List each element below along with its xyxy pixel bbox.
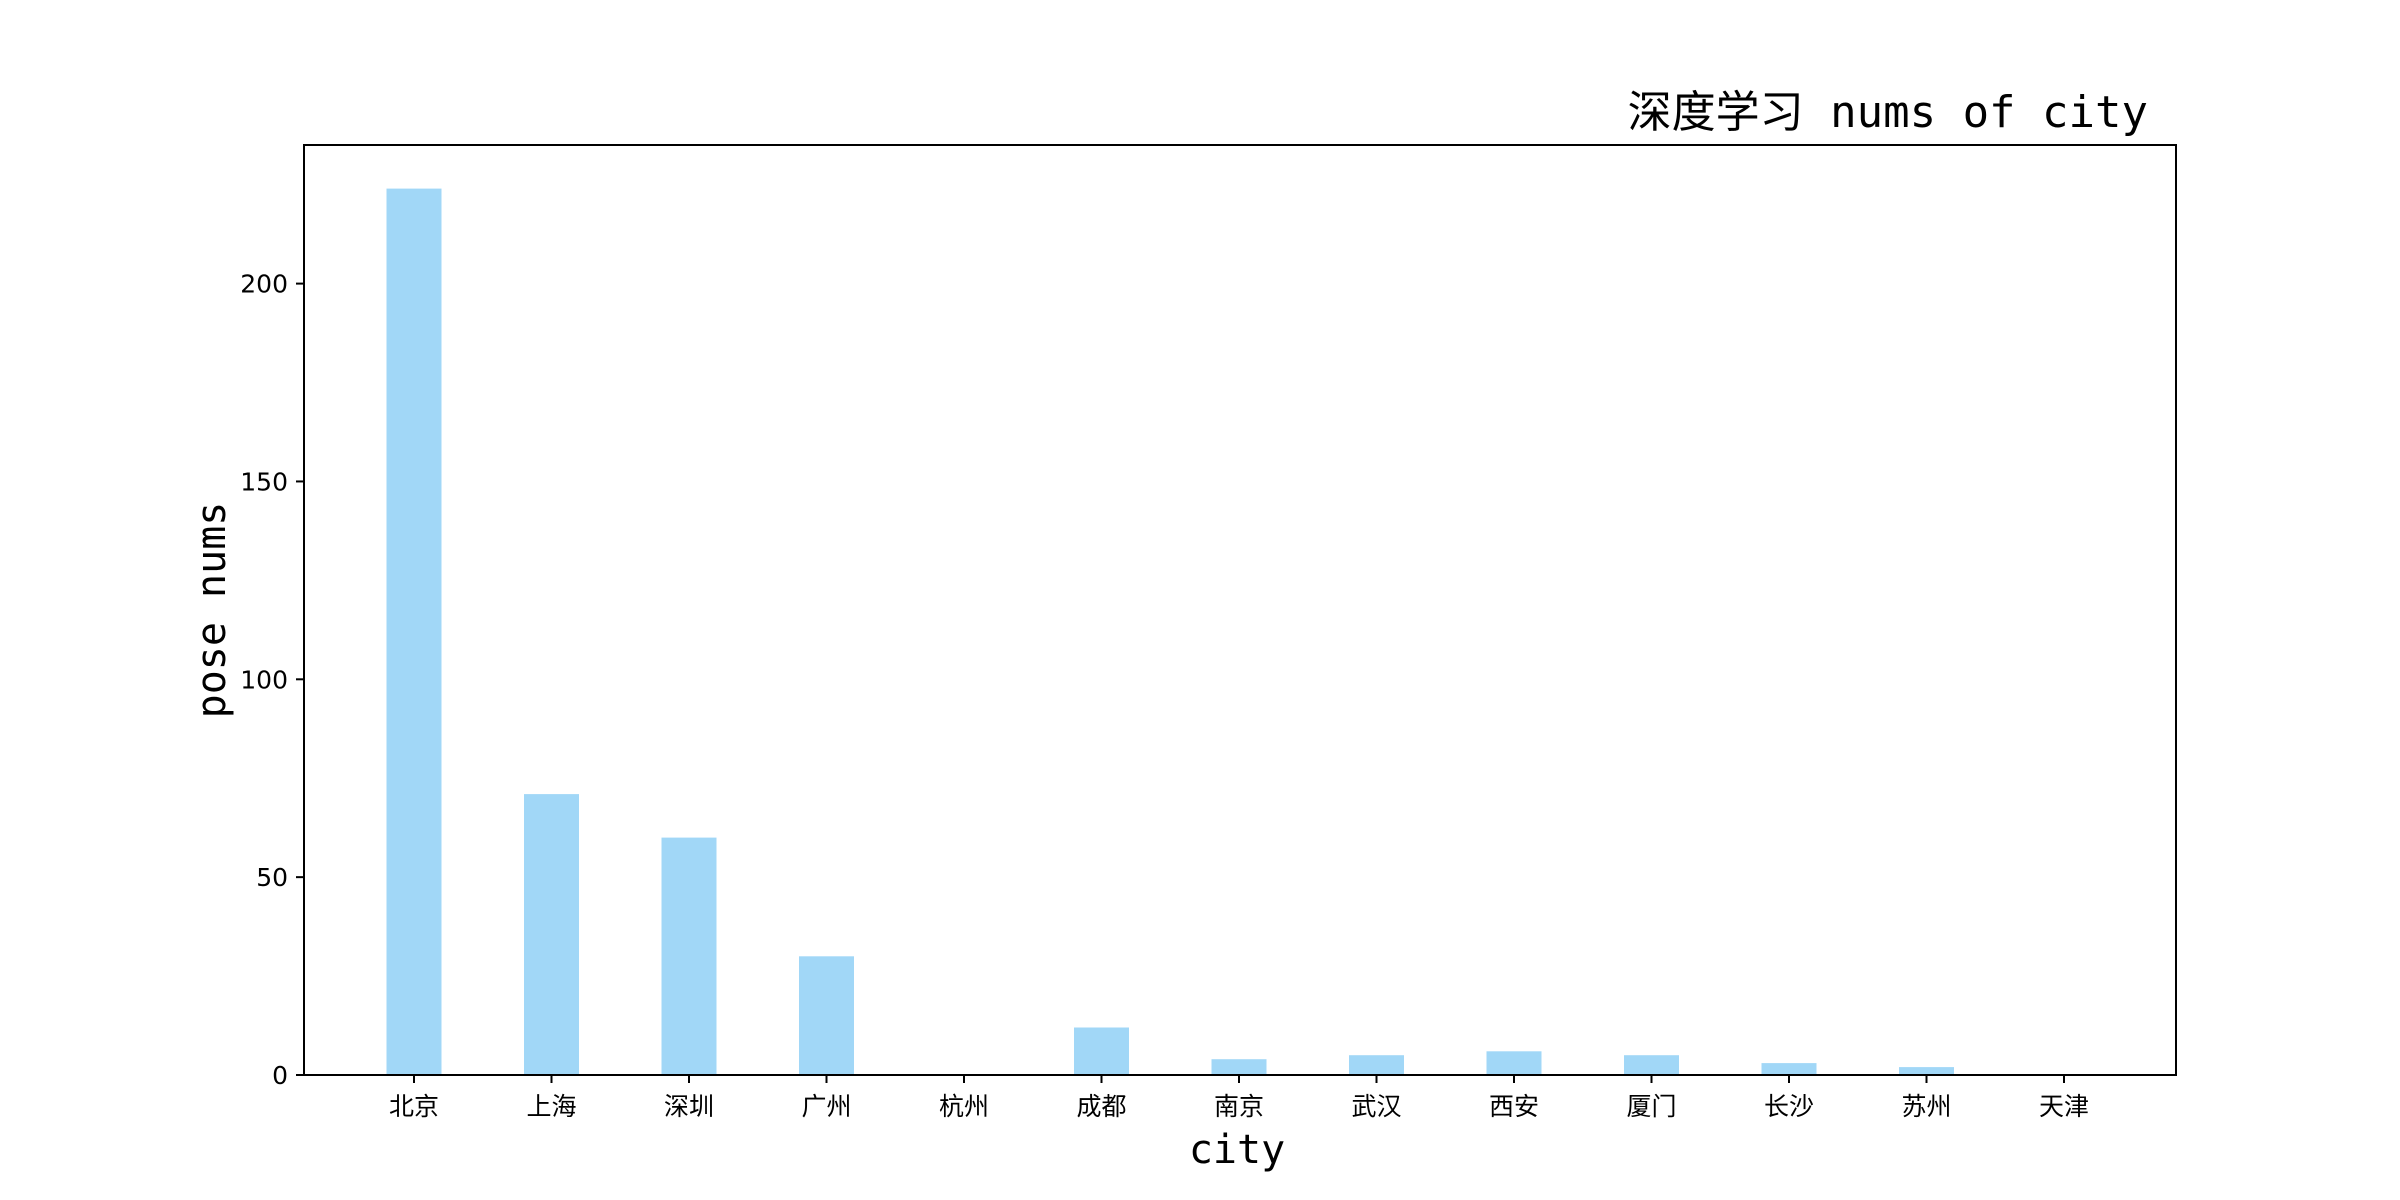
- x-tick-label: 苏州: [1901, 1092, 1951, 1121]
- x-tick-label: 厦门: [1626, 1092, 1676, 1121]
- x-tick-label: 北京: [389, 1092, 439, 1121]
- bar-武汉: [1349, 1055, 1404, 1075]
- bar-深圳: [661, 837, 717, 1075]
- x-tick-label: 南京: [1214, 1092, 1264, 1121]
- y-tick-label: 100: [240, 665, 288, 694]
- bar-北京: [386, 188, 442, 1076]
- y-tick-label: 200: [240, 270, 288, 299]
- x-tick-label: 天津: [2039, 1092, 2089, 1121]
- y-axis-title: pose nums: [189, 502, 235, 719]
- bars-group: [386, 188, 1954, 1076]
- x-tick-label: 深圳: [664, 1092, 714, 1121]
- bar-长沙: [1761, 1063, 1817, 1075]
- plot-area-frame: [303, 144, 2177, 1076]
- bar-成都: [1074, 1027, 1129, 1075]
- x-tick-label: 成都: [1076, 1092, 1126, 1121]
- x-tick-label: 广州: [801, 1092, 851, 1121]
- bar-广州: [799, 956, 854, 1075]
- y-tick-label: 50: [256, 863, 288, 892]
- y-axis: 0 50 100 150 200: [240, 270, 304, 1090]
- bar-南京: [1211, 1059, 1267, 1075]
- bar-上海: [524, 794, 579, 1075]
- bar-苏州: [1899, 1067, 1954, 1075]
- chart-title: 深度学习 nums of city: [1628, 87, 2148, 138]
- x-tick-label: 西安: [1489, 1092, 1539, 1121]
- bar-厦门: [1624, 1055, 1679, 1075]
- x-axis-title: city: [1189, 1127, 1285, 1173]
- x-tick-label: 长沙: [1764, 1092, 1814, 1121]
- y-tick-label: 150: [240, 467, 288, 496]
- y-tick-label: 0: [272, 1061, 288, 1090]
- x-tick-label: 上海: [526, 1092, 576, 1121]
- bar-西安: [1486, 1051, 1542, 1075]
- x-tick-label: 杭州: [939, 1092, 989, 1121]
- x-tick-label: 武汉: [1351, 1092, 1401, 1121]
- x-axis: 北京 上海 深圳 广州 杭州 成都 南京 武汉 西安 厦门 长沙 苏州 天津: [389, 1075, 2089, 1121]
